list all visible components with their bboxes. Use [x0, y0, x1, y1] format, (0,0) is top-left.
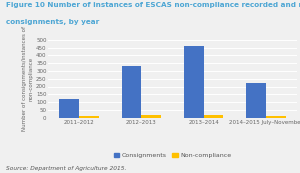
Bar	[59, 99, 79, 118]
Bar	[122, 66, 141, 118]
Y-axis label: Number of consignments/instances of
non-compliance: Number of consignments/instances of non-…	[22, 26, 33, 131]
Text: Figure 10 Number of instances of ESCAS non-compliance recorded and number of ESC: Figure 10 Number of instances of ESCAS n…	[6, 2, 300, 8]
Bar	[79, 116, 99, 118]
Bar	[184, 46, 204, 118]
Legend: Consignments, Non-compliance: Consignments, Non-compliance	[111, 150, 234, 161]
Bar	[141, 115, 161, 118]
Bar	[246, 83, 266, 118]
Bar	[204, 115, 224, 118]
Bar	[266, 116, 286, 118]
Text: consignments, by year: consignments, by year	[6, 19, 99, 25]
Text: Source: Department of Agriculture 2015.: Source: Department of Agriculture 2015.	[6, 166, 126, 171]
